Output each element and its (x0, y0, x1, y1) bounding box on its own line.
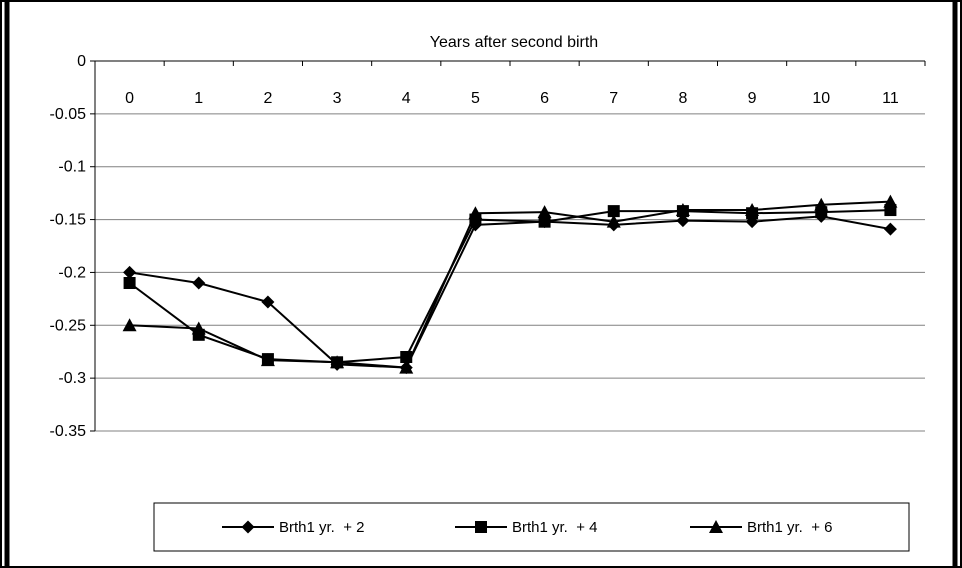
data-point (675, 203, 690, 217)
data-point (261, 295, 275, 309)
data-point (468, 206, 483, 220)
legend: Brth1 yr. + 2 Brth1 yr. + 4 Brth1 yr. + 6 (153, 502, 910, 552)
x-tick-label: 9 (748, 90, 757, 107)
axes: 0 -0.05 -0.1 -0.15 -0.2 -0.25 -0.3 -0.35 0 1 2 3 4 5 6… (50, 53, 926, 440)
x-tick-label: 11 (882, 90, 899, 107)
data-point (814, 197, 829, 211)
y-tick-label: -0.2 (58, 264, 86, 281)
legend-item: Brth1 yr. + 4 (455, 519, 597, 536)
data-point (538, 215, 551, 228)
legend-item: Brth1 yr. + 2 (222, 519, 364, 536)
x-tick-label: 7 (609, 90, 618, 107)
data-point (883, 222, 897, 236)
y-tick-label: -0.05 (50, 106, 87, 123)
data-point (399, 360, 414, 374)
data-point (191, 321, 206, 335)
x-tick-label: 5 (471, 90, 480, 107)
data-point (123, 277, 136, 289)
legend-marker (241, 520, 255, 534)
data-point (122, 318, 137, 332)
x-tick-label: 3 (333, 90, 342, 107)
x-tick-label: 6 (540, 90, 549, 107)
data-point (330, 355, 345, 369)
legend-marker (709, 520, 723, 533)
x-tick-label: 4 (402, 90, 411, 107)
legend-label: Brth1 yr. + 4 (512, 519, 597, 536)
legend-label: Brth1 yr. + 2 (279, 519, 364, 536)
legend-item: Brth1 yr. + 6 (690, 519, 832, 536)
data-point (676, 214, 690, 228)
data-point (260, 353, 275, 367)
series-triangle (122, 194, 898, 374)
x-tick-label: 2 (263, 90, 272, 107)
legend-box (153, 502, 910, 552)
legend-label: Brth1 yr. + 6 (747, 519, 832, 536)
data-point (192, 276, 206, 290)
data-point (607, 205, 620, 218)
y-tick-label: 0 (77, 53, 86, 70)
x-tick-label: 10 (812, 90, 830, 107)
series-group (122, 194, 898, 375)
y-tick-label: -0.15 (50, 212, 87, 229)
data-point (745, 203, 760, 217)
y-tick-label: -0.1 (58, 159, 86, 176)
data-point (883, 194, 898, 208)
data-point (606, 214, 621, 228)
y-tick-label: -0.35 (50, 423, 87, 440)
gridlines (95, 113, 925, 432)
series-line (129, 215, 891, 369)
series-line (129, 200, 891, 369)
chart-title: Years after second birth (430, 34, 598, 51)
legend-marker (475, 521, 487, 533)
data-point (123, 265, 137, 279)
y-tick-label: -0.3 (58, 370, 86, 387)
x-tick-label: 1 (194, 90, 203, 107)
x-tick-label: 8 (678, 90, 687, 107)
y-tick-label: -0.25 (50, 317, 87, 334)
x-tick-label: 0 (125, 90, 134, 107)
data-point (537, 205, 552, 219)
